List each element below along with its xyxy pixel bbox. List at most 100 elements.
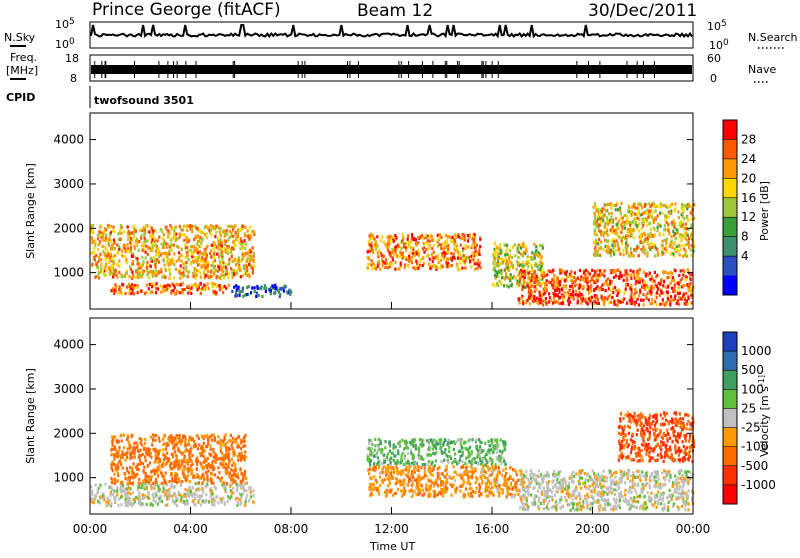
power-cell	[508, 269, 510, 272]
velocity-cell	[422, 463, 424, 466]
velocity-cell	[140, 503, 142, 506]
velocity-cell	[166, 457, 168, 460]
power-cell	[611, 244, 613, 247]
velocity-cell	[180, 484, 182, 487]
velocity-cell	[203, 465, 205, 468]
power-cell	[672, 276, 674, 279]
velocity-cell	[250, 486, 252, 489]
freq-tick-bottom: 8	[70, 72, 77, 85]
power-cell	[591, 276, 593, 279]
velocity-cell	[240, 501, 242, 504]
power-cell	[398, 245, 400, 248]
velocity-cell	[409, 441, 411, 444]
power-cell	[416, 243, 418, 246]
power-cell	[135, 276, 137, 279]
power-cell	[170, 243, 172, 246]
power-cell	[438, 261, 440, 264]
power-cell	[643, 271, 645, 274]
power-cell	[598, 238, 600, 241]
power-cell	[530, 279, 532, 282]
power-cell	[680, 244, 682, 247]
power-cell	[619, 252, 621, 255]
power-cell	[493, 284, 495, 287]
velocity-cell	[202, 473, 204, 476]
power-cell	[248, 285, 250, 288]
velocity-cell	[102, 494, 104, 497]
power-cell	[133, 292, 135, 295]
velocity-cell	[199, 452, 201, 455]
power-cell	[618, 247, 620, 250]
velocity-cell	[464, 462, 466, 465]
power-cell	[615, 208, 617, 211]
velocity-cell	[225, 463, 227, 466]
power-cell	[558, 288, 560, 291]
power-cell	[123, 275, 125, 278]
power-cell	[589, 280, 591, 283]
power-cell	[660, 203, 662, 206]
velocity-cell	[217, 466, 219, 469]
power-cell	[220, 227, 222, 230]
power-cell	[369, 247, 371, 250]
velocity-cell	[95, 495, 97, 498]
power-cell	[577, 293, 579, 296]
velocity-cell	[175, 499, 177, 502]
power-cell	[676, 302, 678, 305]
freq-label-line1: Freq.	[10, 51, 37, 64]
power-cell	[568, 294, 570, 297]
power-cell	[419, 259, 421, 262]
power-cell	[620, 212, 622, 215]
power-cell	[537, 281, 539, 284]
power-cell	[680, 248, 682, 251]
power-cell	[669, 243, 671, 246]
power-cell	[466, 256, 468, 259]
velocity-cell	[453, 448, 455, 451]
power-cell	[656, 204, 658, 207]
power-cell	[185, 261, 187, 264]
velocity-cell	[397, 442, 399, 445]
power-cell	[437, 239, 439, 242]
power-cell	[554, 283, 556, 286]
power-cell	[164, 252, 166, 255]
velocity-cell	[138, 486, 140, 489]
power-cell	[104, 258, 106, 261]
velocity-cell	[374, 444, 376, 447]
power-cell	[677, 292, 679, 295]
power-cell	[690, 234, 692, 237]
power-cell	[147, 253, 149, 256]
power-cell	[142, 260, 144, 263]
velocity-cell	[116, 440, 118, 443]
power-cell	[629, 228, 631, 231]
velocity-cell	[489, 457, 491, 460]
power-cell	[659, 303, 661, 306]
power-cell	[228, 258, 230, 261]
velocity-cell	[95, 484, 97, 487]
power-cell	[223, 276, 225, 279]
power-cell	[425, 234, 427, 237]
power-cell	[615, 249, 617, 252]
power-cell	[497, 257, 499, 260]
velocity-cell	[123, 453, 125, 456]
power-cell	[165, 242, 167, 245]
power-cell	[200, 282, 202, 285]
power-cell	[670, 281, 672, 284]
power-cell	[662, 248, 664, 251]
power-cell	[188, 284, 190, 287]
power-cell	[174, 236, 176, 239]
power-cell	[231, 246, 233, 249]
power-cell	[572, 287, 574, 290]
power-cell	[224, 285, 226, 288]
velocity-cell	[148, 478, 150, 481]
velocity-cell	[222, 465, 224, 468]
power-cell	[113, 241, 115, 244]
power-cell	[688, 203, 690, 206]
power-cell	[123, 230, 125, 233]
power-cell	[289, 293, 291, 296]
power-cell	[274, 291, 276, 294]
power-cell	[594, 296, 596, 299]
velocity-cell	[186, 467, 188, 470]
power-cell	[596, 233, 598, 236]
power-cell	[645, 297, 647, 300]
power-cell	[156, 239, 158, 242]
velocity-cell	[122, 466, 124, 469]
velocity-cell	[120, 496, 122, 499]
